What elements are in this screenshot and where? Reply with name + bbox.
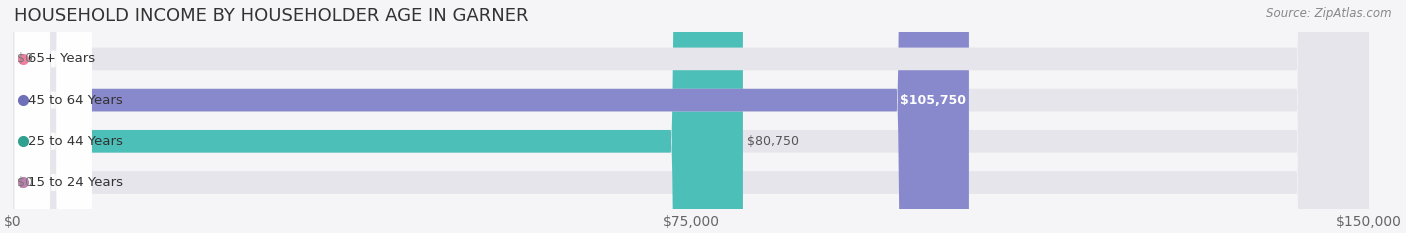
Text: $105,750: $105,750	[900, 94, 966, 107]
Text: HOUSEHOLD INCOME BY HOUSEHOLDER AGE IN GARNER: HOUSEHOLD INCOME BY HOUSEHOLDER AGE IN G…	[14, 7, 529, 25]
FancyBboxPatch shape	[15, 0, 91, 233]
Text: 65+ Years: 65+ Years	[28, 52, 96, 65]
FancyBboxPatch shape	[13, 0, 1369, 233]
FancyBboxPatch shape	[13, 0, 1369, 233]
FancyBboxPatch shape	[13, 0, 969, 233]
Text: 45 to 64 Years: 45 to 64 Years	[28, 94, 124, 107]
FancyBboxPatch shape	[13, 0, 1369, 233]
Text: $80,750: $80,750	[748, 135, 800, 148]
Text: $0: $0	[17, 52, 34, 65]
FancyBboxPatch shape	[15, 0, 91, 233]
Text: $0: $0	[17, 176, 34, 189]
FancyBboxPatch shape	[15, 0, 91, 233]
Text: 15 to 24 Years: 15 to 24 Years	[28, 176, 124, 189]
FancyBboxPatch shape	[15, 0, 91, 233]
Text: Source: ZipAtlas.com: Source: ZipAtlas.com	[1267, 7, 1392, 20]
Text: 25 to 44 Years: 25 to 44 Years	[28, 135, 124, 148]
FancyBboxPatch shape	[13, 0, 742, 233]
FancyBboxPatch shape	[13, 0, 1369, 233]
